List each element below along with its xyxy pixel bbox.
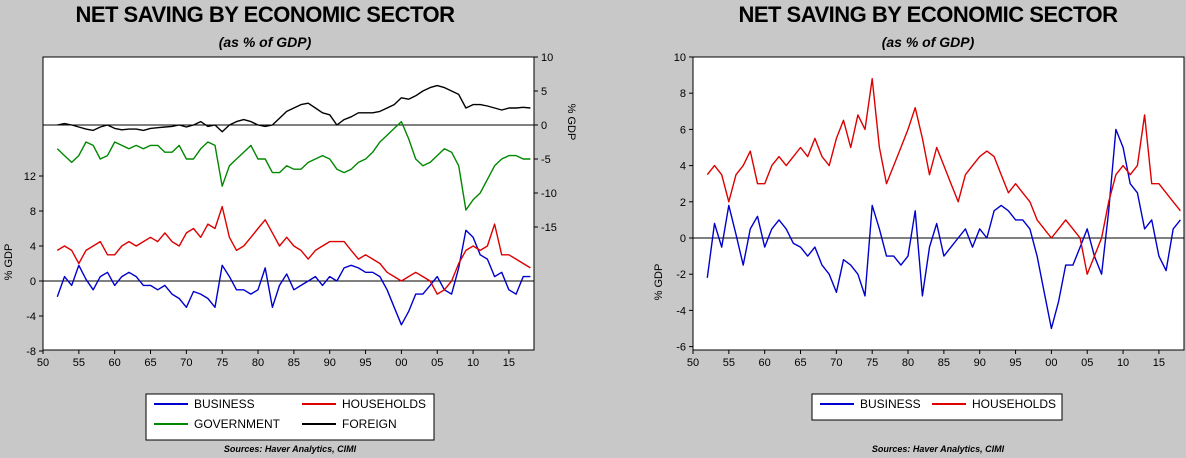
x-tick-label: 00 [395,357,407,369]
x-tick-label: 85 [938,357,950,369]
x-tick-label: 75 [216,357,228,369]
left-chart-panel: NET SAVING BY ECONOMIC SECTOR (as % of G… [0,0,590,458]
series-line-households [706,77,1181,275]
x-tick-label: 85 [288,357,300,369]
left-tick-label: -4 [26,311,36,323]
left-tick-label: 0 [30,276,36,288]
x-tick-label: 05 [431,357,443,369]
right-chart-svg: 50 55 60 65 70 75 80 85 90 95 00 05 10 15 -6 -4 -2 0 2 4 6 8 1… [653,52,1185,421]
x-tick-label: 15 [1153,357,1165,369]
right-axis-label: % GDP [565,104,577,141]
plot-area [42,56,535,351]
x-tick-label: 90 [974,357,986,369]
x-tick-label: 75 [866,357,878,369]
right-chart-panel: NET SAVING BY ECONOMIC SECTOR (as % of G… [590,0,1186,458]
right-tick-label: -15 [541,222,557,234]
left-axis-label: % GDP [3,244,15,281]
right-tick-label: -5 [541,154,551,166]
left-tick-label: 10 [674,52,686,64]
left-tick-label: -2 [676,269,686,281]
x-tick-label: 15 [503,357,515,369]
left-tick-label: 4 [680,161,686,173]
left-tick-label: -4 [676,305,686,317]
right-tick-label: 10 [541,52,553,64]
left-tick-label: -8 [26,346,36,358]
legend-label-households: HOUSEHOLDS [342,397,426,411]
series-line-foreign [57,84,531,133]
left-tick-label: 12 [24,171,36,183]
chart-subtitle: (as % of GDP) [218,34,312,50]
chart-source: Sources: Haver Analytics, CIMI [223,444,357,454]
x-tick-label: 60 [109,357,121,369]
chart-title: NET SAVING BY ECONOMIC SECTOR [75,2,455,27]
x-tick-label: 65 [794,357,806,369]
x-tick-label: 80 [902,357,914,369]
series-line-government [56,120,531,211]
chart-subtitle: (as % of GDP) [881,34,975,50]
right-tick-label: 0 [541,120,547,132]
left-tick-label: 6 [680,124,686,136]
left-tick-label: 8 [680,88,686,100]
x-tick-label: 70 [830,357,842,369]
chart-title: NET SAVING BY ECONOMIC SECTOR [738,2,1118,27]
right-tick-label: -10 [541,188,557,200]
left-tick-label: 0 [680,233,686,245]
legend-label-business: BUSINESS [860,397,921,411]
x-tick-label: 95 [1009,357,1021,369]
left-tick-label: 2 [680,197,686,209]
left-axis-label: % GDP [653,264,665,301]
legend-box [145,393,435,441]
plot-area [692,56,1185,351]
x-tick-label: 65 [144,357,156,369]
x-tick-label: 05 [1081,357,1093,369]
series-line-business [706,128,1181,330]
legend-box [811,393,1063,421]
left-tick-label: -6 [676,342,686,354]
x-tick-label: 95 [359,357,371,369]
x-tick-label: 55 [723,357,735,369]
x-tick-label: 50 [37,357,49,369]
x-tick-label: 50 [687,357,699,369]
x-tick-label: 55 [73,357,85,369]
chart-source: Sources: Haver Analytics, CIMI [871,444,1005,454]
left-tick-label: 8 [30,206,36,218]
x-tick-label: 70 [180,357,192,369]
x-tick-label: 90 [324,357,336,369]
right-tick-label: 5 [541,86,547,98]
series-line-business [56,229,531,326]
x-tick-label: 60 [759,357,771,369]
left-tick-label: 4 [30,241,36,253]
series-line-households [56,205,531,295]
x-tick-label: 10 [467,357,479,369]
x-tick-label: 80 [252,357,264,369]
legend-label-government: GOVERNMENT [194,417,281,431]
x-tick-label: 00 [1045,357,1057,369]
legend-label-households: HOUSEHOLDS [972,397,1056,411]
legend-label-business: BUSINESS [194,397,255,411]
legend-label-foreign: FOREIGN [342,417,397,431]
x-tick-label: 10 [1117,357,1129,369]
